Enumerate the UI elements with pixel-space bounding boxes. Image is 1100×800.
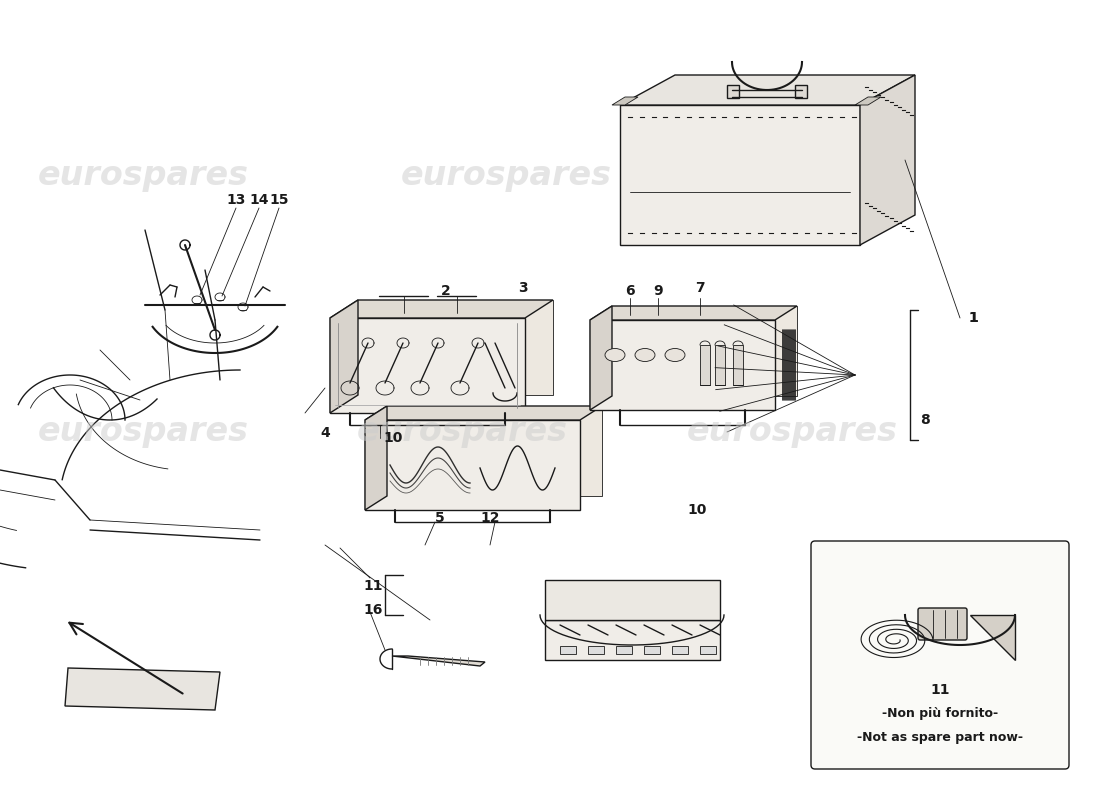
Polygon shape: [65, 668, 220, 710]
Polygon shape: [590, 306, 798, 320]
Text: 6: 6: [625, 284, 635, 298]
Polygon shape: [644, 646, 660, 654]
Text: -Not as spare part now-: -Not as spare part now-: [857, 730, 1023, 743]
Ellipse shape: [605, 349, 625, 362]
Text: eurospares: eurospares: [37, 159, 249, 193]
Polygon shape: [855, 97, 881, 105]
Text: 12: 12: [481, 511, 499, 525]
Text: 10: 10: [383, 431, 403, 445]
Polygon shape: [733, 345, 742, 385]
Ellipse shape: [635, 349, 654, 362]
Polygon shape: [560, 646, 576, 654]
Polygon shape: [365, 406, 602, 420]
Polygon shape: [387, 406, 602, 496]
Text: eurospares: eurospares: [356, 415, 568, 449]
Polygon shape: [330, 300, 553, 318]
Polygon shape: [544, 620, 720, 660]
Polygon shape: [588, 646, 604, 654]
Polygon shape: [330, 300, 358, 413]
Text: 16: 16: [364, 603, 383, 617]
Polygon shape: [616, 646, 632, 654]
Text: 9: 9: [653, 284, 663, 298]
Text: 8: 8: [920, 413, 929, 427]
Polygon shape: [672, 646, 688, 654]
Polygon shape: [612, 97, 638, 105]
FancyBboxPatch shape: [918, 608, 967, 640]
Polygon shape: [700, 646, 716, 654]
Text: 10: 10: [688, 503, 706, 517]
FancyBboxPatch shape: [811, 541, 1069, 769]
Polygon shape: [795, 85, 807, 98]
Text: eurospares: eurospares: [400, 159, 612, 193]
Text: 1: 1: [968, 311, 978, 325]
Polygon shape: [620, 105, 860, 245]
Text: eurospares: eurospares: [686, 415, 898, 449]
Polygon shape: [392, 656, 485, 666]
Text: 11: 11: [363, 579, 383, 593]
Polygon shape: [544, 580, 720, 620]
Text: 1: 1: [968, 311, 978, 325]
Text: 4: 4: [320, 426, 330, 440]
Polygon shape: [358, 300, 553, 395]
Polygon shape: [860, 75, 915, 245]
Polygon shape: [620, 75, 915, 105]
Polygon shape: [590, 320, 776, 410]
Polygon shape: [365, 420, 580, 510]
Text: 7: 7: [695, 281, 705, 295]
Text: 2: 2: [441, 284, 451, 298]
Polygon shape: [970, 615, 1015, 660]
Text: 3: 3: [518, 281, 528, 295]
Text: 13: 13: [227, 193, 245, 207]
Text: -Non più fornito-: -Non più fornito-: [882, 706, 998, 719]
Text: 5: 5: [436, 511, 444, 525]
Text: 15: 15: [270, 193, 288, 207]
Text: 14: 14: [250, 193, 268, 207]
Text: 11: 11: [931, 683, 949, 697]
Polygon shape: [715, 345, 725, 385]
Polygon shape: [727, 85, 739, 98]
Text: eurospares: eurospares: [37, 415, 249, 449]
Polygon shape: [365, 406, 387, 510]
Polygon shape: [612, 306, 798, 396]
Polygon shape: [330, 318, 525, 413]
Ellipse shape: [666, 349, 685, 362]
Polygon shape: [590, 306, 612, 410]
Polygon shape: [700, 345, 710, 385]
